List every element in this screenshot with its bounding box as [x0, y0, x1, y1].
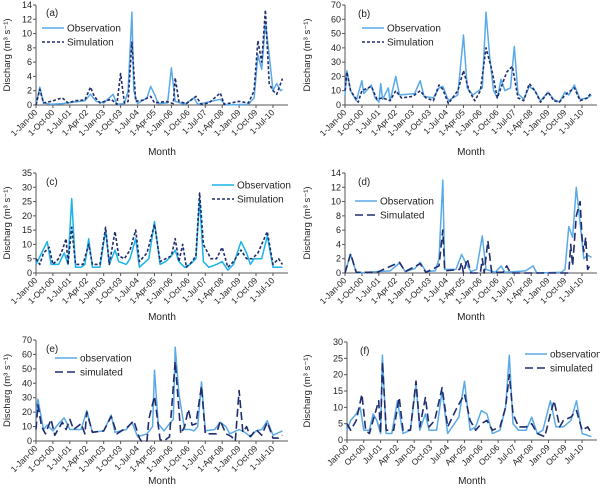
series-line-simulated: [35, 360, 283, 442]
y-tick-label: 14: [22, 0, 32, 10]
y-axis-label: Discharg (m³ s⁻¹): [302, 354, 313, 427]
y-tick-label: 20: [22, 211, 32, 221]
y-tick-label: 0: [336, 100, 341, 110]
y-tick-label: 0: [27, 436, 32, 446]
y-tick-label: 70: [22, 335, 32, 345]
chart-panel: 0102030405060701-Jan-001-Oct-001-Jul-011…: [2, 335, 288, 487]
y-tick-label: 20: [331, 71, 341, 81]
y-tick-label: 0: [27, 100, 32, 110]
chart-panel: 051015202530Jan-00Oct-00Jul-01Apr-02Jan-…: [302, 337, 600, 487]
y-tick-label: 10: [333, 402, 343, 412]
legend-label: Simulated: [380, 211, 424, 222]
x-axis-label: Month: [148, 312, 176, 323]
x-axis-label: Month: [458, 476, 486, 487]
y-tick-label: 8: [336, 211, 341, 221]
y-tick-label: 4: [336, 239, 341, 249]
series-line-observation: [35, 197, 283, 271]
chart-panel: 0102030405060701-Jan-001-Oct-001-Jul-011…: [302, 0, 597, 158]
series-line-simulation: [344, 47, 593, 105]
y-tick-label: 60: [22, 349, 32, 359]
x-axis-label: Month: [457, 312, 485, 323]
y-tick-label: 10: [22, 239, 32, 249]
y-axis-label: Discharg (m³ s⁻¹): [2, 186, 13, 259]
y-tick-label: 20: [333, 370, 343, 380]
y-tick-label: 15: [333, 386, 343, 396]
y-tick-label: 14: [331, 168, 341, 178]
legend-label: observation: [550, 350, 600, 361]
panel-label: (e): [46, 344, 58, 355]
series-line-observation: [35, 346, 283, 438]
series-line-observation: [344, 179, 592, 274]
x-tick-label: Jul-10: [562, 442, 586, 466]
y-tick-label: 12: [22, 14, 32, 24]
series-line-simulated: [344, 200, 593, 274]
legend-label: Observation: [380, 197, 434, 208]
y-tick-label: 5: [27, 254, 32, 264]
panel-label: (a): [46, 8, 58, 19]
legend-label: Observation: [387, 24, 441, 35]
y-tick-label: 0: [27, 268, 32, 278]
series-line-simulation: [35, 192, 284, 269]
panel-label: (c): [46, 177, 58, 188]
y-tick-label: 30: [333, 337, 343, 347]
y-tick-label: 30: [331, 57, 341, 67]
y-tick-label: 30: [22, 182, 32, 192]
y-tick-label: 70: [331, 0, 341, 10]
y-tick-label: 10: [331, 86, 341, 96]
y-tick-label: 10: [22, 29, 32, 39]
chart-panel: 024681012141-Jan-001-Oct-001-Jul-011-Apr…: [2, 0, 288, 158]
series-line-observation: [344, 11, 592, 103]
series-line-simulation: [35, 9, 284, 106]
y-tick-label: 4: [27, 71, 32, 81]
y-tick-label: 15: [22, 225, 32, 235]
chart-panel: 051015202530351-Jan-001-Oct-001-Jul-011-…: [2, 168, 291, 323]
y-tick-label: 40: [331, 43, 341, 53]
y-tick-label: 35: [22, 168, 32, 178]
y-tick-label: 10: [22, 422, 32, 432]
legend-label: observation: [80, 354, 132, 365]
legend-label: simulated: [550, 364, 593, 375]
y-axis-label: Discharg (m³ s⁻¹): [2, 354, 13, 427]
legend-label: Observation: [67, 24, 121, 35]
y-tick-label: 0: [338, 435, 343, 445]
y-tick-label: 50: [22, 364, 32, 374]
panel-label: (d): [358, 177, 370, 188]
y-tick-label: 2: [336, 254, 341, 264]
y-tick-label: 50: [331, 29, 341, 39]
y-tick-label: 20: [22, 407, 32, 417]
y-axis-label: Discharg (m³ s⁻¹): [302, 18, 313, 91]
chart-panel: 024681012141-Jan-001-Oct-001-Jul-011-Apr…: [302, 168, 597, 323]
legend-label: Observation: [237, 181, 291, 192]
x-axis-label: Month: [148, 147, 176, 158]
y-axis-label: Discharg (m³ s⁻¹): [302, 186, 313, 259]
y-tick-label: 5: [338, 419, 343, 429]
panel-label: (b): [358, 9, 370, 20]
y-tick-label: 2: [27, 86, 32, 96]
y-tick-label: 40: [22, 378, 32, 388]
y-tick-label: 12: [331, 182, 341, 192]
y-tick-label: 10: [331, 197, 341, 207]
legend-label: Simulation: [67, 38, 114, 49]
series-line-observation: [346, 354, 592, 438]
y-tick-label: 25: [333, 353, 343, 363]
legend-label: Simulation: [237, 195, 284, 206]
y-tick-label: 6: [336, 225, 341, 235]
x-axis-label: Month: [148, 476, 176, 487]
series-line-observation: [35, 11, 283, 106]
x-axis-label: Month: [457, 147, 485, 158]
y-tick-label: 6: [27, 57, 32, 67]
y-tick-label: 25: [22, 197, 32, 207]
y-tick-label: 60: [331, 14, 341, 24]
panel-label: (f): [360, 346, 369, 357]
y-axis-label: Discharg (m³ s⁻¹): [2, 18, 13, 91]
y-tick-label: 0: [336, 268, 341, 278]
legend-label: Simulation: [387, 38, 434, 49]
y-tick-label: 8: [27, 43, 32, 53]
series-line-simulated: [346, 360, 593, 438]
legend-label: simulated: [80, 368, 123, 379]
y-tick-label: 30: [22, 393, 32, 403]
